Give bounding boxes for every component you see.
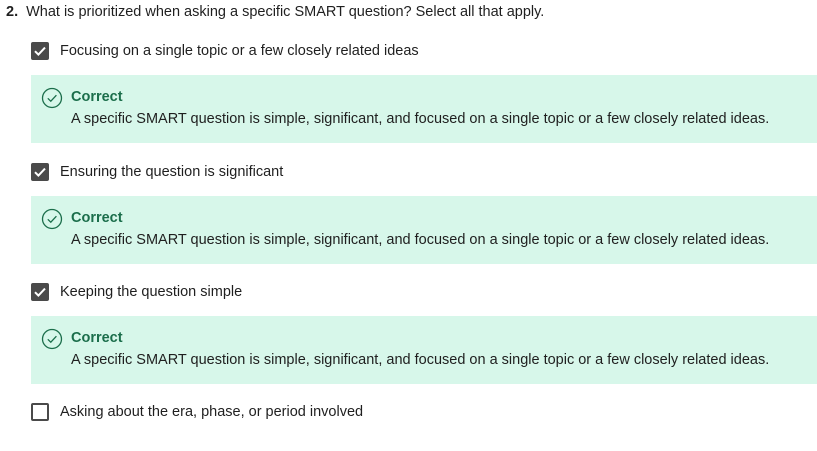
feedback-explanation: A specific SMART question is simple, sig… [71, 232, 770, 248]
option-label: Keeping the question simple [60, 284, 243, 300]
option-2[interactable]: Ensuring the question is significant [31, 162, 283, 182]
check-circle-icon [41, 208, 63, 230]
feedback-explanation: A specific SMART question is simple, sig… [71, 352, 770, 368]
option-label: Ensuring the question is significant [60, 164, 284, 180]
check-circle-icon [41, 87, 63, 109]
feedback-panel: Correct A specific SMART question is sim… [31, 75, 817, 143]
feedback-explanation: A specific SMART question is simple, sig… [71, 111, 770, 127]
option-4[interactable]: Asking about the era, phase, or period i… [31, 402, 363, 422]
check-circle-icon [41, 328, 63, 350]
option-label: Focusing on a single topic or a few clos… [60, 43, 419, 59]
checkmark-icon [34, 46, 46, 57]
feedback-status: Correct [71, 330, 123, 346]
checkbox-checked[interactable] [31, 163, 49, 181]
checkmark-icon [34, 287, 46, 298]
checkbox-checked[interactable] [31, 283, 49, 301]
checkmark-icon [34, 167, 46, 178]
question-text: What is prioritized when asking a specif… [26, 4, 545, 20]
checkbox-checked[interactable] [31, 42, 49, 60]
feedback-status: Correct [71, 210, 123, 226]
feedback-panel: Correct A specific SMART question is sim… [31, 316, 817, 384]
checkbox-unchecked[interactable] [31, 403, 49, 421]
option-3[interactable]: Keeping the question simple [31, 282, 242, 302]
feedback-status: Correct [71, 89, 123, 105]
question-prompt: 2. What is prioritized when asking a spec… [6, 3, 544, 21]
option-label: Asking about the era, phase, or period i… [60, 404, 364, 420]
option-1[interactable]: Focusing on a single topic or a few clos… [31, 41, 419, 61]
question-number: 2. [6, 4, 19, 20]
feedback-panel: Correct A specific SMART question is sim… [31, 196, 817, 264]
